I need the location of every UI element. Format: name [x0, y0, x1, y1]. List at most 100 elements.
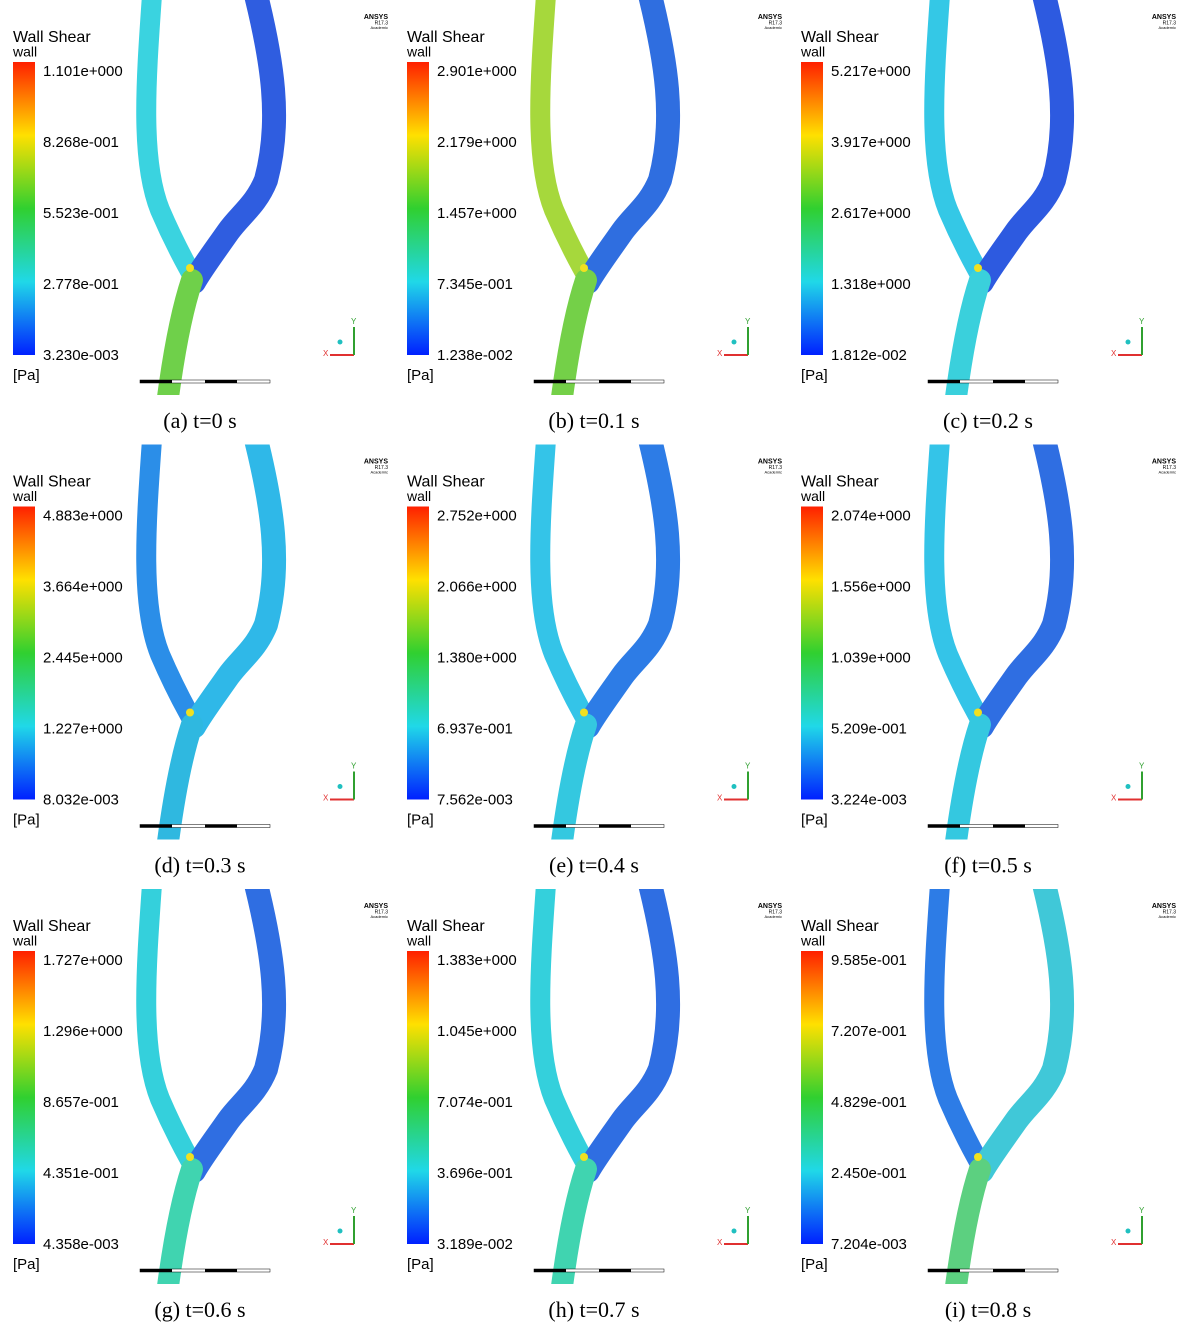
left-branch [924, 0, 990, 285]
legend-label: 2.445e+000 [43, 649, 123, 666]
caption: (h) t=0.7 s [548, 1297, 639, 1322]
legend-variable: wall [406, 933, 431, 949]
legend-label: 4.829e-001 [831, 1094, 907, 1111]
scale-bar-seg [599, 380, 631, 383]
scale-bar-seg [205, 380, 237, 383]
legend-variable: wall [800, 933, 825, 949]
caption: (g) t=0.6 s [154, 1297, 245, 1322]
legend-label: 1.101e+000 [43, 63, 123, 80]
triad-x-label: X [1111, 1238, 1117, 1247]
scale-bar-seg [599, 1269, 631, 1272]
logo-edition: Academic [1158, 914, 1176, 919]
trunk [945, 1158, 991, 1284]
scale-bar-seg [993, 1269, 1025, 1272]
scale-bar-seg [928, 1269, 960, 1272]
legend-label: 2.778e-001 [43, 276, 119, 293]
legend-label: 1.812e-002 [831, 347, 907, 364]
triad-x-label: X [1111, 349, 1117, 358]
logo-version: R17.3 [769, 465, 783, 471]
legend-variable: wall [12, 44, 37, 60]
trunk [551, 1158, 597, 1284]
legend-label: 2.074e+000 [831, 507, 911, 524]
left-branch [924, 444, 990, 730]
logo-version: R17.3 [769, 909, 783, 915]
logo-brand: ANSYS [1152, 458, 1176, 465]
logo-version: R17.3 [1163, 20, 1177, 26]
legend-title: Wall Shear [13, 474, 91, 491]
legend-label: 7.207e-001 [831, 1023, 907, 1040]
logo-edition: Academic [1158, 25, 1176, 30]
triad-x-label: X [323, 349, 329, 358]
hotspot [580, 264, 588, 272]
right-branch [970, 0, 1075, 294]
triad-y-label: Y [1139, 317, 1145, 326]
logo-version: R17.3 [1163, 465, 1177, 471]
hotspot [580, 1153, 588, 1161]
triad-z [337, 784, 343, 789]
legend-label: 1.238e-002 [437, 347, 513, 364]
right-branch [576, 444, 681, 739]
colorbar [13, 951, 35, 1244]
colorbar [407, 951, 429, 1244]
legend-label: 2.617e+000 [831, 205, 911, 222]
trunk [551, 269, 597, 395]
caption: (b) t=0.1 s [548, 408, 639, 433]
legend-variable: wall [12, 488, 37, 504]
right-branch [970, 444, 1075, 739]
caption: (c) t=0.2 s [943, 408, 1033, 433]
trunk [157, 1158, 203, 1284]
scale-bar-seg [993, 824, 1025, 828]
legend-unit: [Pa] [13, 1256, 40, 1273]
legend-title: Wall Shear [407, 29, 485, 46]
scale-bar-seg [140, 380, 172, 383]
legend-unit: [Pa] [407, 811, 434, 828]
triad-x-label: X [1111, 794, 1117, 803]
trunk [157, 269, 203, 395]
triad-y-label: Y [351, 317, 357, 326]
triad-z [1125, 339, 1131, 345]
triad-y-label: Y [745, 1206, 751, 1215]
colorbar [801, 951, 823, 1244]
colorbar [13, 62, 35, 355]
legend-title: Wall Shear [13, 29, 91, 46]
triad-z [1125, 1228, 1131, 1234]
vessel-render [530, 889, 681, 1284]
triad-z [731, 1228, 737, 1234]
scale-bar-seg [140, 1269, 172, 1272]
logo-brand: ANSYS [1152, 903, 1176, 910]
legend-title: Wall Shear [801, 29, 879, 46]
legend-label: 4.883e+000 [43, 507, 123, 524]
vessel-render [136, 444, 287, 840]
triad-x-label: X [717, 1238, 723, 1247]
logo-version: R17.3 [769, 20, 783, 26]
legend-label: 1.296e+000 [43, 1023, 123, 1040]
legend-title: Wall Shear [13, 918, 91, 935]
triad-y-label: Y [745, 762, 751, 771]
logo-edition: Academic [764, 914, 782, 919]
left-branch [530, 0, 596, 285]
scale-bar-seg [993, 380, 1025, 383]
caption: (i) t=0.8 s [945, 1297, 1031, 1322]
vessel-render [924, 889, 1075, 1284]
legend-label: 8.657e-001 [43, 1094, 119, 1111]
vessel-render [136, 889, 287, 1284]
scale-bar-seg [928, 380, 960, 383]
left-branch [136, 0, 202, 285]
legend-unit: [Pa] [13, 811, 40, 828]
logo-edition: Academic [1158, 470, 1176, 475]
legend-label: 4.351e-001 [43, 1165, 119, 1182]
colorbar [13, 506, 35, 800]
legend-label: 1.045e+000 [437, 1023, 517, 1040]
logo-edition: Academic [370, 25, 388, 30]
vessel-render [530, 444, 681, 840]
scale-bar-seg [205, 824, 237, 828]
triad-z [731, 784, 737, 789]
triad-y-label: Y [351, 1206, 357, 1215]
legend-label: 1.318e+000 [831, 276, 911, 293]
legend-title: Wall Shear [407, 474, 485, 491]
